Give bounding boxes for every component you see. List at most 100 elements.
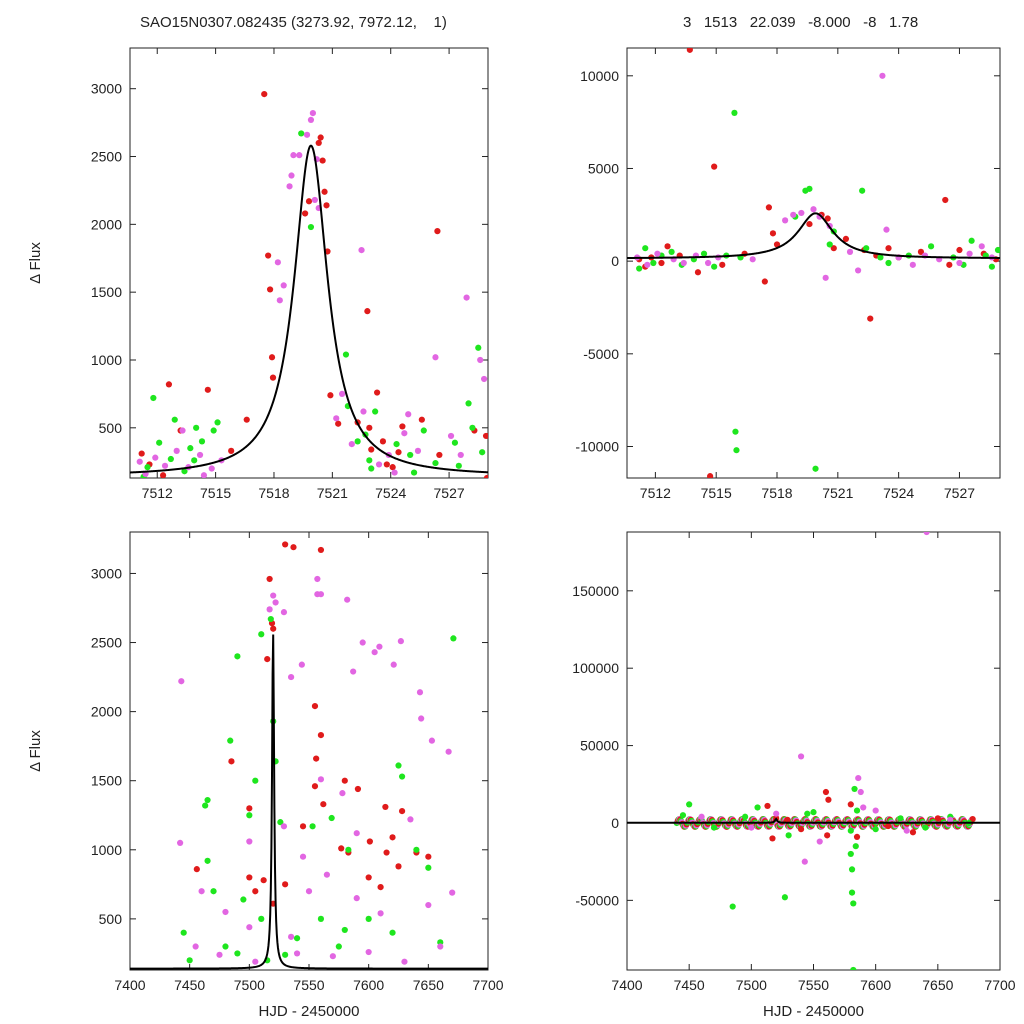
data-point-red [317, 546, 325, 554]
data-point-violet [338, 390, 346, 397]
data-point-red [246, 874, 253, 881]
data-point-violet [208, 465, 215, 472]
data-point-violet [749, 256, 756, 263]
data-point-red [311, 702, 319, 710]
data-point-red [773, 241, 781, 248]
data-point-red [311, 783, 319, 790]
data-point-green [897, 815, 904, 822]
data-point-violet [798, 209, 805, 217]
data-point-violet [329, 953, 336, 960]
data-point-green [859, 187, 866, 194]
data-point-green [686, 801, 693, 808]
data-point-violet [397, 638, 404, 645]
data-point-green [650, 259, 657, 267]
data-point-violet [286, 183, 293, 190]
x-tick-label: 7450 [174, 977, 205, 993]
data-point-green [710, 824, 718, 831]
data-point-violet [923, 532, 930, 536]
data-point-red [395, 449, 402, 456]
y-tick-label: -5000 [583, 346, 619, 362]
data-point-green [731, 109, 738, 116]
data-point-red [159, 472, 167, 478]
data-point-violet [272, 599, 279, 606]
data-point-red [761, 278, 768, 285]
x-tick-label: 7521 [822, 485, 853, 501]
data-point-violet [317, 776, 325, 783]
y-axis-label: Δ Flux [27, 730, 44, 772]
data-point-green [636, 265, 643, 272]
data-point-red [942, 196, 949, 204]
data-point-green [335, 943, 342, 950]
x-tick-label: 7600 [860, 977, 891, 993]
data-point-green [282, 951, 289, 958]
data-point-green [729, 903, 736, 910]
data-point-red [341, 777, 348, 784]
data-point-green [872, 826, 879, 833]
data-point-violet [418, 715, 425, 722]
data-point-green [252, 777, 259, 784]
data-point-green [922, 824, 929, 831]
data-point-violet [353, 895, 360, 902]
data-point-green [198, 438, 206, 445]
data-point-green [204, 857, 211, 864]
x-tick-label: 7500 [234, 977, 265, 993]
data-point-green [781, 894, 789, 901]
data-point-green [852, 843, 859, 850]
data-point-red [769, 230, 777, 237]
data-point-green [847, 827, 854, 834]
data-point-red [193, 866, 200, 873]
data-point-red [806, 220, 813, 228]
data-point-green [425, 864, 432, 871]
data-point-violet [358, 247, 365, 254]
data-point-violet [177, 839, 184, 846]
data-point-red [315, 139, 322, 147]
y-tick-label: 10000 [580, 68, 619, 84]
y-axis-label: Δ Flux [27, 242, 44, 284]
data-point-green [210, 888, 217, 895]
data-point-green [642, 245, 649, 252]
data-point-green [877, 254, 884, 261]
data-point-green [180, 929, 187, 936]
data-point-violet [353, 830, 360, 837]
data-point-violet [810, 206, 817, 213]
data-point-violet [344, 596, 351, 603]
data-point-red [765, 204, 773, 211]
data-point-red [867, 315, 874, 322]
data-point-red [379, 438, 387, 445]
data-point-violet [309, 110, 316, 117]
x-tick-label: 7515 [200, 485, 231, 501]
data-point-red [686, 48, 693, 53]
y-tick-label: 500 [99, 420, 123, 436]
data-point-violet [288, 933, 295, 940]
data-point-violet [280, 282, 287, 289]
y-tick-label: 3000 [91, 565, 122, 581]
data-point-red [368, 446, 375, 453]
data-point-green [246, 812, 253, 819]
data-point-red [764, 802, 771, 810]
x-tick-label: 7650 [922, 977, 953, 993]
data-point-violet [198, 888, 205, 895]
data-point-violet [457, 451, 464, 459]
data-point-violet [296, 152, 303, 159]
data-point-red [885, 822, 892, 830]
data-point-green [354, 438, 361, 445]
data-point-violet [136, 458, 143, 465]
data-point-red [398, 808, 406, 815]
data-point-red [265, 252, 272, 259]
data-point-red [268, 354, 276, 361]
data-point-violet [704, 259, 712, 267]
x-tick-label: 7521 [317, 485, 348, 501]
data-point-violet [293, 950, 301, 957]
data-point-violet [854, 267, 862, 274]
data-point-green [742, 813, 749, 820]
data-point-violet [196, 451, 204, 459]
data-point-green [277, 819, 284, 826]
data-point-violet [447, 432, 455, 440]
data-point-red [299, 823, 307, 830]
data-point-green [988, 263, 995, 270]
data-point-red [797, 826, 805, 833]
x-tick-label: 7527 [434, 485, 465, 501]
data-point-green [171, 416, 178, 423]
data-point-green [968, 237, 975, 244]
data-point-violet [270, 592, 277, 599]
